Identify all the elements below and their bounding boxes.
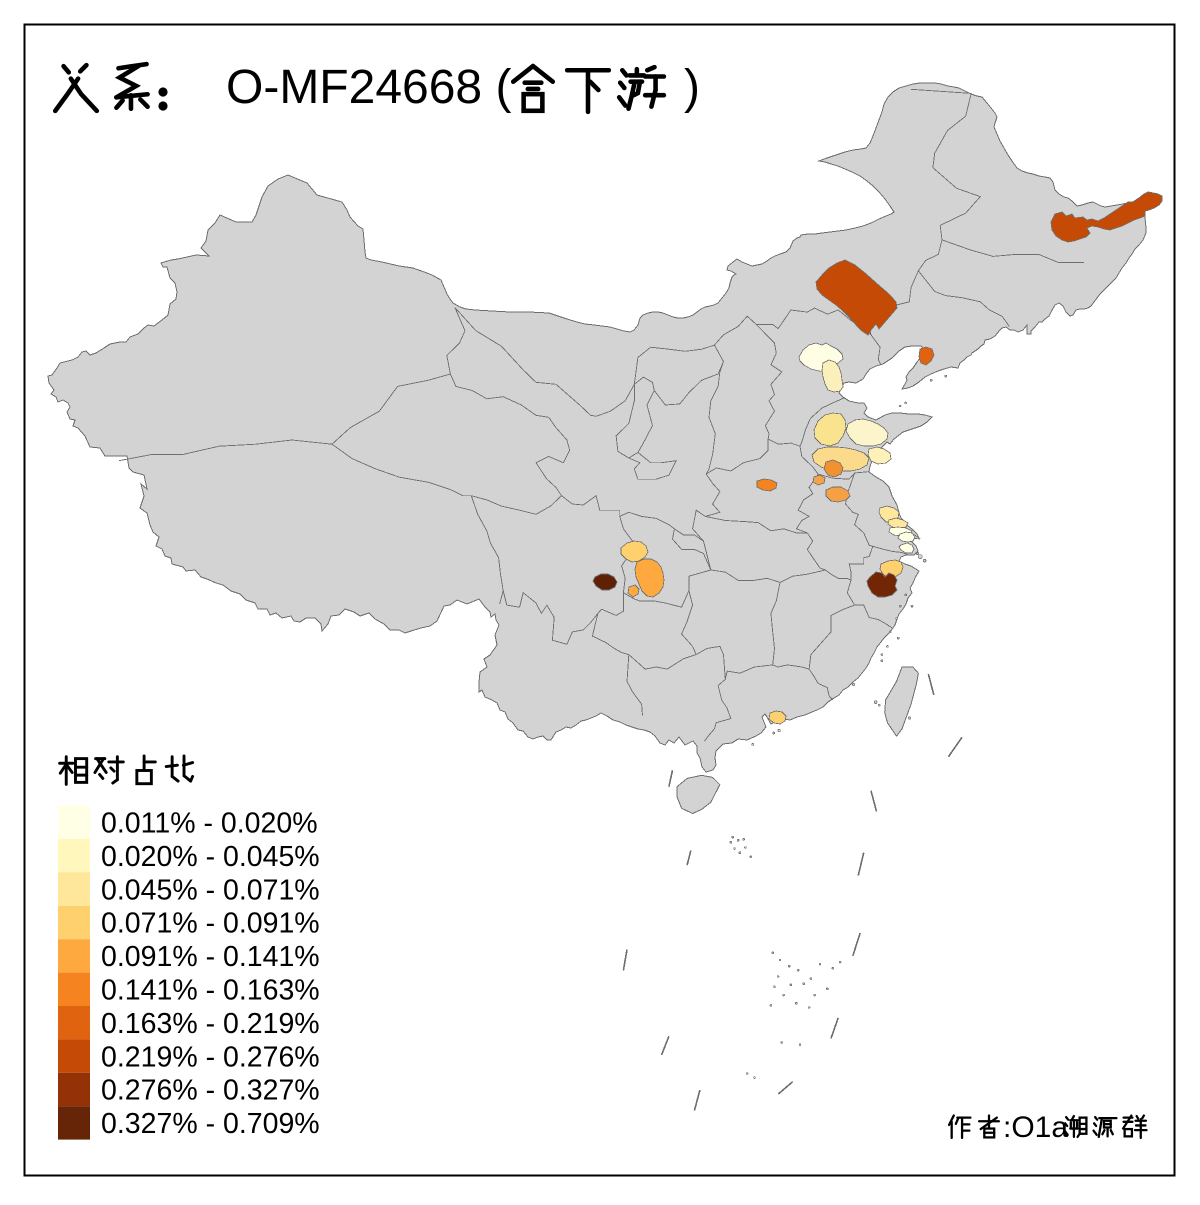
svg-text:0.219% - 0.276%: 0.219% - 0.276% xyxy=(101,1041,320,1073)
svg-text::O1a: :O1a xyxy=(1003,1111,1068,1144)
svg-text:0.011% - 0.020%: 0.011% - 0.020% xyxy=(101,808,318,840)
svg-text:O-MF24668 (: O-MF24668 ( xyxy=(226,61,511,114)
svg-text:0.045% - 0.071%: 0.045% - 0.071% xyxy=(101,874,320,906)
svg-text:0.071% - 0.091%: 0.071% - 0.091% xyxy=(101,908,320,940)
svg-text:): ) xyxy=(684,61,700,114)
svg-text:0.141% - 0.163%: 0.141% - 0.163% xyxy=(101,975,320,1007)
svg-text:0.091% - 0.141%: 0.091% - 0.141% xyxy=(101,941,320,973)
svg-text:0.163% - 0.219%: 0.163% - 0.219% xyxy=(101,1008,320,1040)
svg-text:0.020% - 0.045%: 0.020% - 0.045% xyxy=(101,841,320,873)
svg-text:0.327% - 0.709%: 0.327% - 0.709% xyxy=(101,1108,320,1140)
svg-text:0.276% - 0.327%: 0.276% - 0.327% xyxy=(101,1075,320,1107)
